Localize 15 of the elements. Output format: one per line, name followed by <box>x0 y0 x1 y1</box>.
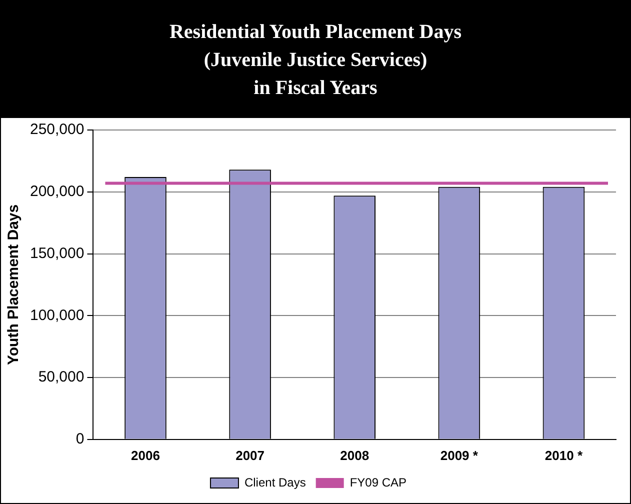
y-tick-label: 100,000 <box>30 306 84 324</box>
x-tick-label: 2010 * <box>544 448 584 463</box>
y-tick-label: 200,000 <box>30 183 84 200</box>
y-tick-label: 250,000 <box>30 121 84 138</box>
y-axis-title: Youth Placement Days <box>5 204 22 366</box>
chart-title: Residential Youth Placement Days (Juvenile Justice Services) in Fiscal Years <box>1 1 630 118</box>
y-tick-label: 150,000 <box>30 244 84 262</box>
x-tick-label: 2006 <box>131 448 160 463</box>
x-tick-label: 2007 <box>236 448 265 463</box>
x-tick-label: 2009 * <box>440 448 479 463</box>
y-tick-label: 0 <box>76 430 84 448</box>
y-tick-label: 50,000 <box>38 368 84 386</box>
legend-label: Client Days <box>244 475 306 490</box>
x-tick-label: 2008 <box>340 448 370 463</box>
legend-label: FY09 CAP <box>350 475 407 490</box>
